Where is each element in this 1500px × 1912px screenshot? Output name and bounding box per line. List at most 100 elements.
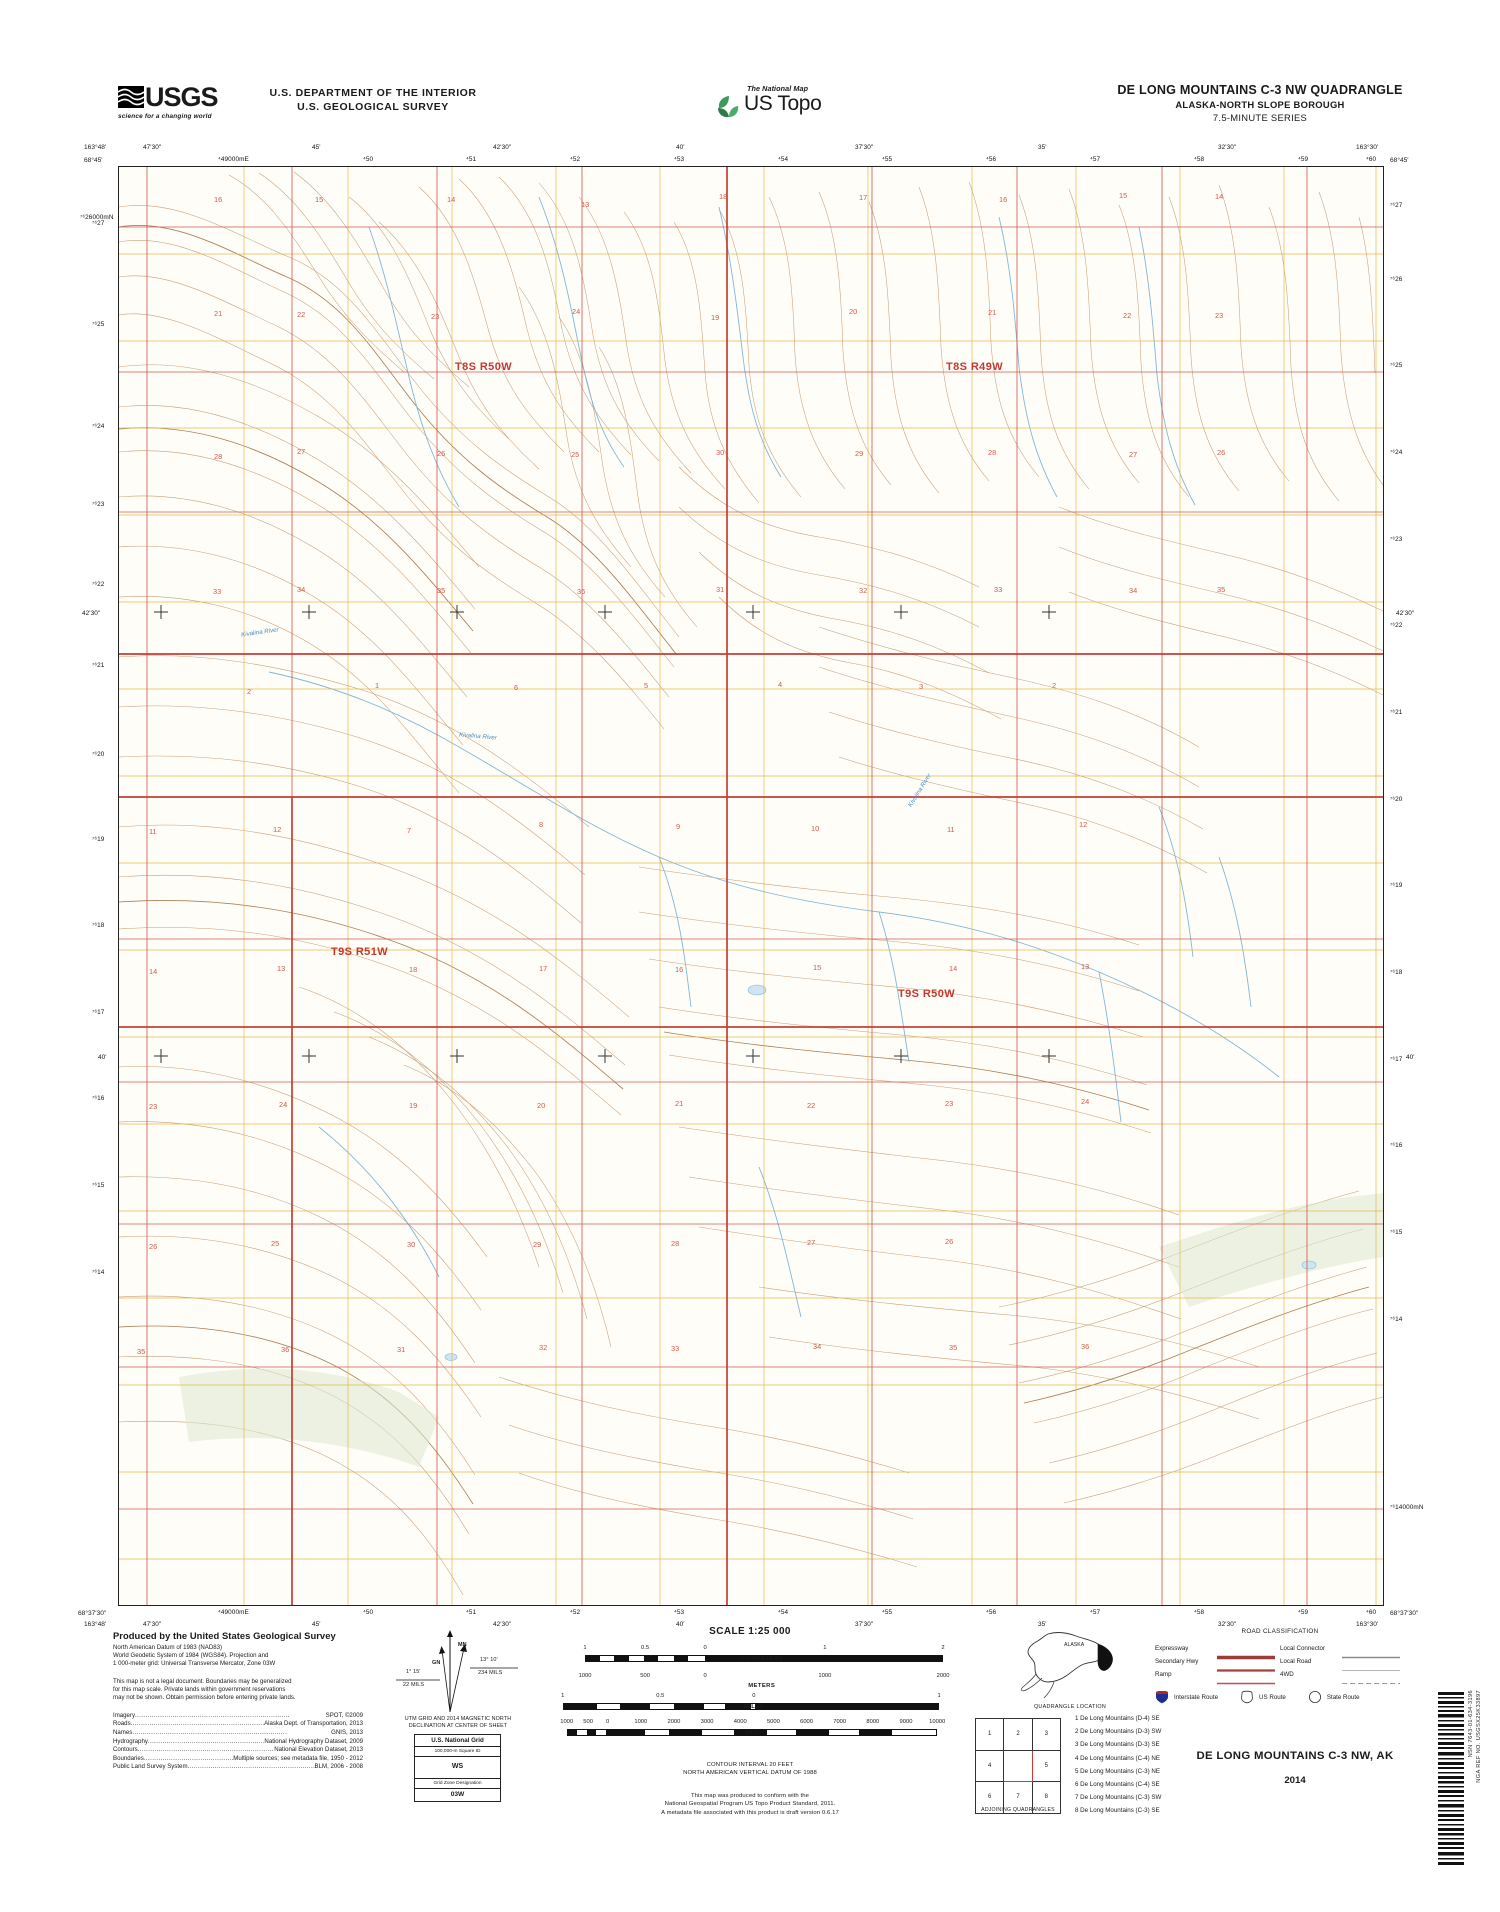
lon-tick-top-0: 47'30" [143,144,162,151]
section-number: 5 [644,681,649,690]
section-number: 22 [297,310,306,319]
utm-northing-r-0: ⁷⁶27 [1390,202,1403,209]
secondary-hwy-line-icon [1217,1660,1280,1672]
section-number: 21 [214,309,223,318]
map-body[interactable]: 163°48' 68°45' 163°30' 68°45' 68°37'30" … [78,144,1423,1628]
lon-tick-top-2: 42'30" [493,144,512,151]
ft-tick: 1000 [560,1719,574,1725]
section-number: 12 [1079,820,1088,829]
corner-label-ne-lon: 163°30' [1356,144,1379,151]
vertical-datum: NORTH AMERICAN VERTICAL DATUM OF 1988 [683,1770,817,1777]
source-key: Imagery [113,1711,136,1719]
adj-cell-center [1003,1749,1033,1783]
grid-declination-degrees: 1° 15' [406,1669,421,1675]
source-key: Public Land Survey System [113,1763,188,1771]
datum-line-1: North American Datum of 1983 (NAD83) [113,1644,223,1651]
corner-label-nw-lat: 68°45' [84,157,103,164]
nga-reference-number: NGA REF NO. USGSX25K33897 [1476,1690,1482,1783]
quadrangle-title-block: DE LONG MOUNTAINS C-3 NW QUADRANGLE ALAS… [1090,82,1430,124]
utm-northing-r-11: ⁷⁶16 [1390,1142,1403,1149]
utm-northing-r-13: ⁷⁶14 [1390,1316,1403,1323]
usng-subtitle: 100,000-m Square ID [415,1747,500,1757]
ft-tick: 2000 [667,1719,681,1725]
lat-tick-right-1: 40' [1406,1054,1415,1061]
conformance-line-2: National Geospatial Program US Topo Prod… [664,1801,836,1808]
utm-northing-r-7: ⁷⁶20 [1390,796,1403,803]
utm-northing-l-6: ⁷⁶21 [92,662,105,669]
utm-easting-8: ⁴57 [1090,156,1101,163]
utm-easting-2: ⁴51 [466,156,477,163]
section-number: 16 [999,195,1008,204]
lat-tick-left-1: 40' [98,1054,107,1061]
adjoining-quad-item: 1 De Long Mountains (D-4) SE [1075,1715,1160,1722]
section-number: 29 [533,1240,542,1249]
grid-zone-designation-value: 03W [450,1791,465,1798]
footer-map-name: DE LONG MOUNTAINS C-3 NW, AK [1196,1750,1394,1762]
section-number: 11 [149,827,157,836]
lon-tick-top-3: 40' [676,144,685,151]
legal-line-3: may not be shown. Obtain permission befo… [113,1694,296,1702]
section-number: 25 [271,1239,280,1248]
adjoining-quadrangles-block: 1 2 3 4 5 6 7 8 ADJOINING [974,1715,1161,1814]
section-number: 6 [514,683,519,692]
utm-easting-6: ⁴55 [882,156,893,163]
mi-tick: 1 [937,1693,941,1699]
section-number: 22 [1123,311,1132,320]
utm-easting-b-10: ⁴59 [1298,1609,1309,1616]
utm-northing-r-6: ⁷⁶21 [1390,709,1403,716]
utm-easting-b-3: ⁴52 [570,1609,581,1616]
legal-line-2: for this map scale. Private lands within… [113,1686,286,1694]
section-number: 34 [1129,586,1138,595]
ft-tick: 3000 [700,1719,714,1725]
adjoining-quad-item: 4 De Long Mountains (C-4) NE [1075,1754,1160,1762]
lon-tick-bottom-3: 40' [676,1621,685,1628]
corner-label-se-lat: 68°37'30" [1390,1610,1419,1617]
section-number: 34 [813,1342,822,1351]
km-tick: 1 [583,1645,587,1651]
declination-caption-1: UTM GRID AND 2014 MAGNETIC NORTH [404,1716,512,1722]
utm-easting-b-2: ⁴51 [466,1609,477,1616]
section-number: 2 [247,687,252,696]
utm-northing-l-2: ⁷⁶25 [92,321,105,328]
adj-cell-3: 3 [1031,1718,1062,1751]
utm-easting-1: ⁴50 [363,156,374,163]
svg-text:ALASKA: ALASKA [1064,1642,1085,1648]
utm-northing-r-3: ⁷⁶24 [1390,449,1403,456]
conformance-line-3: A metadata file associated with this pro… [661,1809,839,1816]
source-dots: ........................................… [135,1711,290,1719]
adj-cell-5: 5 [1031,1749,1062,1783]
utm-northing-l-4: ⁷⁶23 [92,501,105,508]
department-line-1: U.S. DEPARTMENT OF THE INTERIOR [269,87,477,99]
road-legend-item: Local Connector [1280,1645,1405,1658]
ft-tick: 6000 [800,1719,813,1725]
credits-block: Produced by the United States Geological… [113,1630,363,1772]
section-number: 26 [437,449,446,458]
ft-tick: 500 [583,1719,593,1725]
section-number: 35 [1217,585,1226,594]
utm-northing-r-4: ⁷⁶23 [1390,536,1403,543]
nsn-number: NSN 7643-01-634-3196 [1468,1690,1474,1758]
source-row: Names...................................… [113,1729,363,1738]
source-value: BLM, 2006 - 2008 [314,1763,363,1771]
section-number: 15 [1119,191,1128,200]
adj-cell-4: 4 [974,1749,1005,1783]
section-number: 24 [572,307,581,316]
state-route-label: State Route [1326,1693,1360,1701]
section-number: 14 [1215,192,1224,201]
usgs-tagline: science for a changing world [118,113,212,120]
map-neatline[interactable]: T8S R50W T8S R49W T9S R51W T9S R50W Kiva… [118,166,1384,1606]
section-number: 30 [716,448,725,457]
m-tick: 500 [640,1673,650,1679]
source-key: Roads [113,1720,131,1728]
scale-block: SCALE 1:25 000 1 0.5 0 1 2 KILOMETERS [555,1626,949,1817]
section-number: 13 [1081,962,1090,971]
miles-scalebar: 1 0.5 0 1 MILES [555,1693,945,1719]
utm-northing-l-5: ⁷⁶22 [92,581,105,588]
utm-easting-5: ⁴54 [778,156,789,163]
corner-label-sw-lon: 163°48' [84,1621,107,1628]
section-number: 20 [849,307,858,316]
section-number: 2 [1052,681,1057,690]
section-number: 10 [811,824,820,833]
magnetic-declination-mils: 234 MILS [478,1670,503,1676]
alaska-outline-icon: ALASKA [1020,1632,1113,1699]
